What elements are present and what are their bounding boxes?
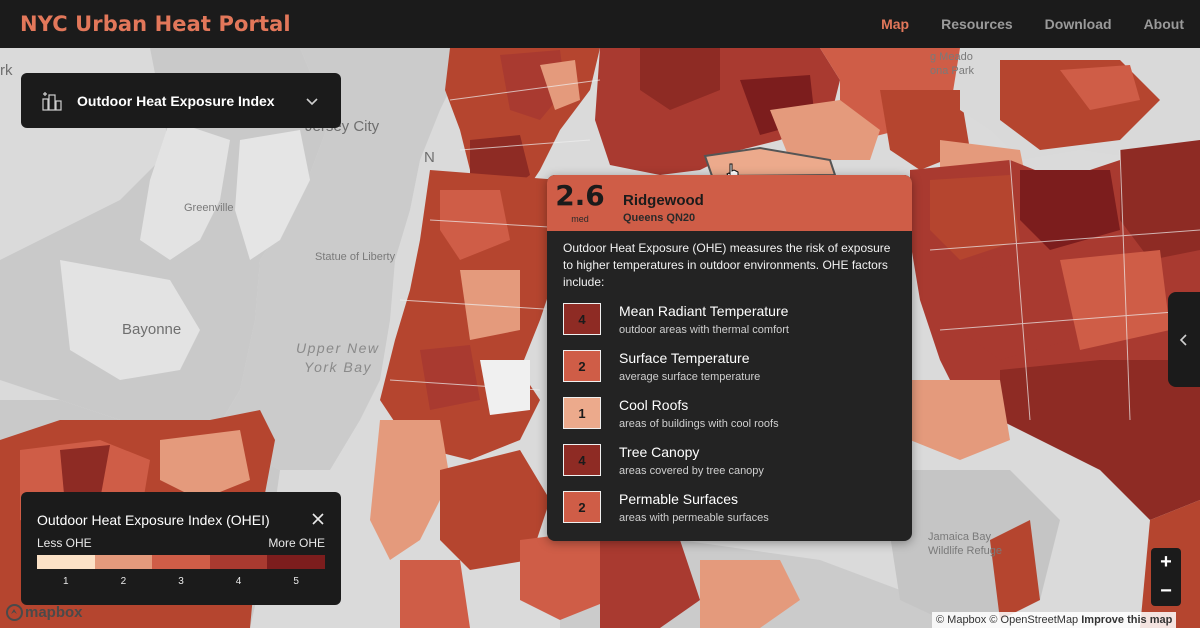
legend-title: Outdoor Heat Exposure Index (OHEI) — [37, 512, 270, 528]
popup-place: Ridgewood Queens QN20 — [623, 175, 704, 224]
legend-less-label: Less OHE — [37, 536, 92, 550]
factor-score-box: 2 — [563, 491, 601, 523]
map-canvas[interactable]: Jersey City Greenville Statue of Liberty… — [0, 48, 1200, 628]
attribution-improve[interactable]: Improve this map — [1081, 614, 1173, 626]
map-label-meadow-1: g Meado — [930, 51, 973, 63]
app-title[interactable]: NYC Urban Heat Portal — [20, 12, 291, 36]
close-icon[interactable] — [311, 512, 325, 526]
main-nav: Map Resources Download About — [849, 16, 1184, 32]
legend-swatch — [37, 555, 95, 569]
legend-swatch — [209, 555, 268, 569]
factor-name: Permable Surfaces — [619, 490, 739, 507]
mapbox-logo-text: mapbox — [25, 604, 83, 621]
neighborhood-popup: 2.6 med Ridgewood Queens QN20 Outdoor He… — [547, 175, 912, 541]
map-label-rk: rk — [0, 62, 13, 79]
map-label-jamaica-bay-1: Jamaica Bay — [928, 531, 991, 543]
mapbox-icon — [6, 604, 23, 621]
ohe-score: 2.6 med — [547, 175, 613, 225]
zoom-in-button[interactable]: + — [1160, 551, 1172, 573]
ohe-description: Outdoor Heat Exposure (OHE) measures the… — [563, 241, 891, 289]
attribution-osm[interactable]: © OpenStreetMap — [989, 614, 1079, 626]
legend-color-ramp — [37, 555, 325, 569]
legend-swatch — [267, 555, 325, 569]
side-panel-toggle[interactable] — [1168, 292, 1200, 387]
neighborhood-name: Ridgewood — [623, 192, 704, 209]
factor-score-box: 4 — [563, 303, 601, 335]
layer-selector-label: Outdoor Heat Exposure Index — [77, 92, 275, 109]
zoom-control: + − — [1151, 548, 1181, 606]
legend-tick: 5 — [293, 576, 299, 587]
chevron-down-icon — [306, 97, 318, 105]
factor-row: 1 Cool Roofs areas of buildings with coo… — [563, 394, 912, 432]
popup-header: 2.6 med Ridgewood Queens QN20 — [547, 175, 912, 231]
legend-swatch — [152, 555, 210, 569]
legend-tick: 4 — [235, 576, 242, 587]
ohe-score-label: med — [571, 214, 589, 224]
factor-desc: areas of buildings with cool roofs — [619, 417, 779, 430]
map-label-upper-bay-1: Upper New — [296, 340, 380, 356]
map-label-bayonne: Bayonne — [122, 321, 182, 338]
layer-selector-dropdown[interactable]: Outdoor Heat Exposure Index — [21, 73, 341, 128]
factor-desc: average surface temperature — [619, 370, 761, 383]
chevron-left-icon — [1179, 333, 1187, 346]
factor-score-box: 2 — [563, 350, 601, 382]
map-label-meadow-2: ona Park — [930, 65, 975, 77]
legend-tick: 1 — [63, 576, 69, 587]
factor-desc: outdoor areas with thermal comfort — [619, 323, 789, 336]
factor-row: 2 Permable Surfaces areas with permeable… — [563, 488, 912, 526]
legend-more-label: More OHE — [268, 536, 325, 550]
factor-name: Tree Canopy — [619, 443, 700, 460]
legend-swatch — [94, 555, 153, 569]
map-label-upper-bay-2: York Bay — [304, 359, 373, 375]
factor-score-box: 1 — [563, 397, 601, 429]
map-label-statue-of-liberty: Statue of Liberty — [315, 251, 396, 263]
map-base — [0, 48, 1200, 628]
map-label-n: N — [424, 149, 435, 166]
nav-download[interactable]: Download — [1044, 16, 1112, 32]
ohe-score-value: 2.6 — [555, 179, 605, 212]
legend-tick: 3 — [178, 576, 184, 587]
factor-name: Cool Roofs — [619, 396, 689, 413]
factor-desc: areas covered by tree canopy — [619, 464, 764, 477]
nav-about[interactable]: About — [1143, 16, 1184, 32]
factor-row: 4 Mean Radiant Temperature outdoor areas… — [563, 300, 912, 338]
factor-name: Mean Radiant Temperature — [619, 302, 789, 319]
legend-panel: Outdoor Heat Exposure Index (OHEI) Less … — [21, 492, 341, 605]
factor-row: 2 Surface Temperature average surface te… — [563, 347, 912, 385]
map-label-jamaica-bay-2: Wildlife Refuge — [928, 545, 1002, 557]
top-navbar: NYC Urban Heat Portal Map Resources Down… — [0, 0, 1200, 48]
factor-score-box: 4 — [563, 444, 601, 476]
nav-map[interactable]: Map — [881, 16, 910, 32]
zoom-out-button[interactable]: − — [1160, 580, 1172, 602]
map-label-greenville: Greenville — [184, 202, 234, 214]
attribution-mapbox[interactable]: © Mapbox — [936, 614, 987, 626]
city-heat-icon — [42, 91, 62, 111]
district-name: Queens QN20 — [623, 212, 696, 224]
map-attribution: © Mapbox © OpenStreetMap Improve this ma… — [932, 612, 1177, 628]
legend-tick: 2 — [120, 576, 127, 587]
factor-desc: areas with permeable surfaces — [619, 511, 769, 524]
legend-ticks: 1 2 3 4 5 — [37, 576, 325, 587]
nav-resources[interactable]: Resources — [941, 16, 1013, 32]
mapbox-logo[interactable]: mapbox — [6, 604, 83, 621]
factor-row: 4 Tree Canopy areas covered by tree cano… — [563, 441, 912, 479]
factor-name: Surface Temperature — [619, 349, 750, 366]
